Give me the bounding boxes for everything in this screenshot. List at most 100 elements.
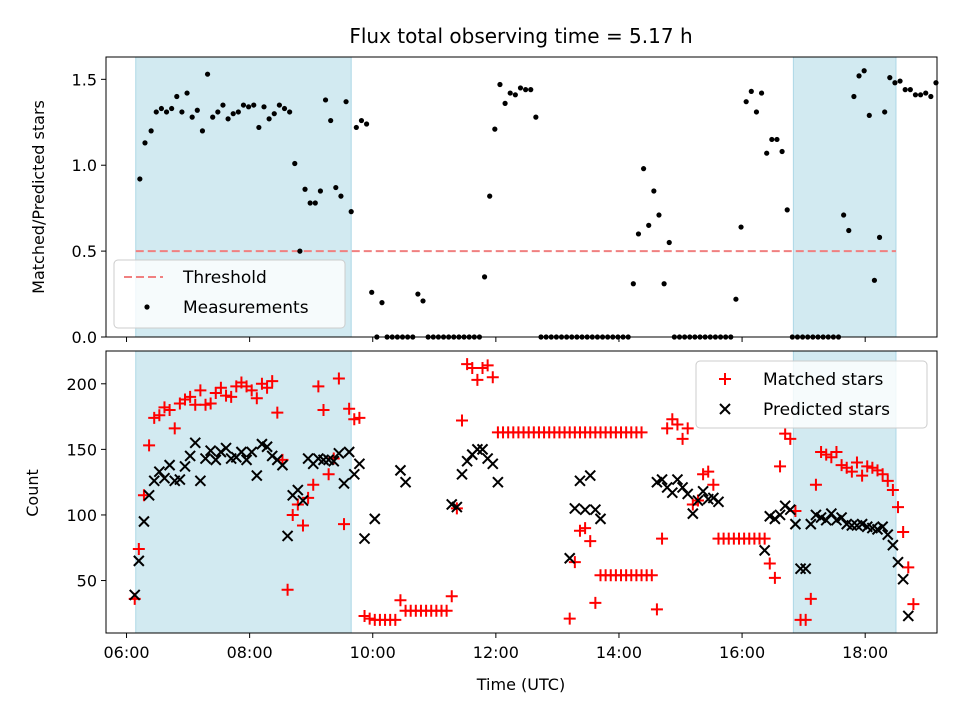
measurement-point-149 <box>902 87 908 93</box>
measurement-point-26 <box>271 111 277 117</box>
predicted-point-72 <box>681 488 694 500</box>
predicted-point-70 <box>671 473 684 486</box>
predicted-point-13 <box>194 475 207 487</box>
matched-point-138 <box>758 532 771 545</box>
top-y-tick-label-3: 1.5 <box>72 70 97 89</box>
predicted-point-107 <box>902 610 914 622</box>
predicted-point-41 <box>338 477 350 490</box>
measurement-point-14 <box>210 114 216 120</box>
measurement-point-99 <box>646 222 652 228</box>
matched-legend-label: Matched stars <box>763 370 883 390</box>
matched-point-104 <box>584 535 597 548</box>
measurement-point-120 <box>753 109 760 115</box>
measurement-point-3 <box>153 109 159 115</box>
measurement-point-38 <box>333 184 339 191</box>
matched-point-127 <box>702 465 715 478</box>
predicted-point-69 <box>666 486 679 499</box>
predicted-point-57 <box>487 458 499 470</box>
measurement-point-69 <box>492 126 498 132</box>
matched-point-3 <box>143 439 156 452</box>
predicted-point-18 <box>220 442 232 454</box>
predicted-point-12 <box>189 437 201 449</box>
matched-point-7 <box>163 404 176 417</box>
matched-point-164 <box>892 501 905 514</box>
predicted-point-106 <box>897 573 909 585</box>
measurements-legend-swatch <box>144 304 150 310</box>
measurement-point-8 <box>179 109 185 115</box>
predicted-point-23 <box>245 446 258 458</box>
measurement-point-126 <box>784 207 790 213</box>
predicted-point-64 <box>589 503 602 516</box>
predicted-point-65 <box>594 513 607 525</box>
measurement-point-98 <box>640 166 647 172</box>
measurement-point-119 <box>748 88 754 94</box>
predicted-point-79 <box>758 544 771 557</box>
measurement-point-34 <box>312 200 318 206</box>
measurement-point-116 <box>733 296 739 302</box>
predicted-legend-swatch <box>719 403 731 415</box>
measurement-point-74 <box>517 85 524 91</box>
measurement-point-142 <box>866 112 872 119</box>
predicted-point-44 <box>353 458 366 470</box>
matched-point-35 <box>307 478 320 491</box>
measurement-point-42 <box>353 124 359 131</box>
measurement-point-102 <box>661 281 667 287</box>
predicted-point-15 <box>204 444 217 457</box>
measurement-point-96 <box>630 281 636 287</box>
predicted-legend-label: Predicted stars <box>763 400 890 420</box>
top-y-tick-label-0: 0.0 <box>72 328 97 347</box>
predicted-point-82 <box>774 509 786 521</box>
matched-point-147 <box>804 592 817 605</box>
bottom-legend: Matched stars Predicted stars <box>695 360 928 429</box>
measurement-point-73 <box>512 92 518 98</box>
measurement-point-13 <box>204 71 211 77</box>
predicted-point-10 <box>179 460 191 473</box>
matched-point-66 <box>466 362 479 375</box>
measurement-point-15 <box>215 109 221 115</box>
matched-point-149 <box>815 445 828 458</box>
matched-point-165 <box>897 526 910 539</box>
bottom-y-tick-label-0: 50 <box>77 572 97 591</box>
matched-point-118 <box>656 532 669 545</box>
matched-point-105 <box>589 596 602 609</box>
measurement-point-11 <box>194 107 200 113</box>
measurement-point-7 <box>174 93 180 100</box>
measurement-point-27 <box>276 102 282 108</box>
matched-point-128 <box>707 478 720 491</box>
measurement-point-68 <box>487 193 493 199</box>
matched-point-159 <box>866 461 879 474</box>
measurement-point-124 <box>774 136 780 143</box>
predicted-point-48 <box>399 476 412 488</box>
measurement-point-25 <box>266 116 272 122</box>
matched-point-119 <box>661 422 674 435</box>
predicted-point-88 <box>805 518 817 530</box>
predicted-point-102 <box>876 521 889 533</box>
predicted-point-21 <box>235 446 248 458</box>
measurement-point-101 <box>656 212 662 218</box>
matched-point-163 <box>886 484 899 497</box>
measurement-point-28 <box>281 105 288 112</box>
measurement-point-72 <box>507 90 513 96</box>
measurement-point-18 <box>230 111 236 117</box>
threshold-legend-label: Threshold <box>182 268 267 288</box>
top-shade-band-1 <box>792 56 897 338</box>
matched-point-67 <box>471 373 484 386</box>
bottom-x-axis-label: Time (UTC) <box>476 675 565 694</box>
bottom-plot-frame <box>105 350 938 634</box>
measurement-point-139 <box>851 93 857 100</box>
matched-point-14 <box>199 398 212 411</box>
matched-point-16 <box>209 386 222 399</box>
matched-point-142 <box>779 427 792 440</box>
bottom-legend-box <box>695 360 928 429</box>
matched-point-150 <box>820 448 833 461</box>
bottom-y-ticks: 50 100 150 200 <box>66 375 106 591</box>
matched-point-17 <box>214 381 227 394</box>
measurement-point-31 <box>297 248 303 254</box>
predicted-point-85 <box>789 518 802 530</box>
measurement-point-12 <box>199 128 206 134</box>
measurement-point-9 <box>184 90 190 96</box>
matched-point-12 <box>189 398 202 411</box>
measurement-point-121 <box>758 90 765 96</box>
matched-point-68 <box>476 362 489 375</box>
